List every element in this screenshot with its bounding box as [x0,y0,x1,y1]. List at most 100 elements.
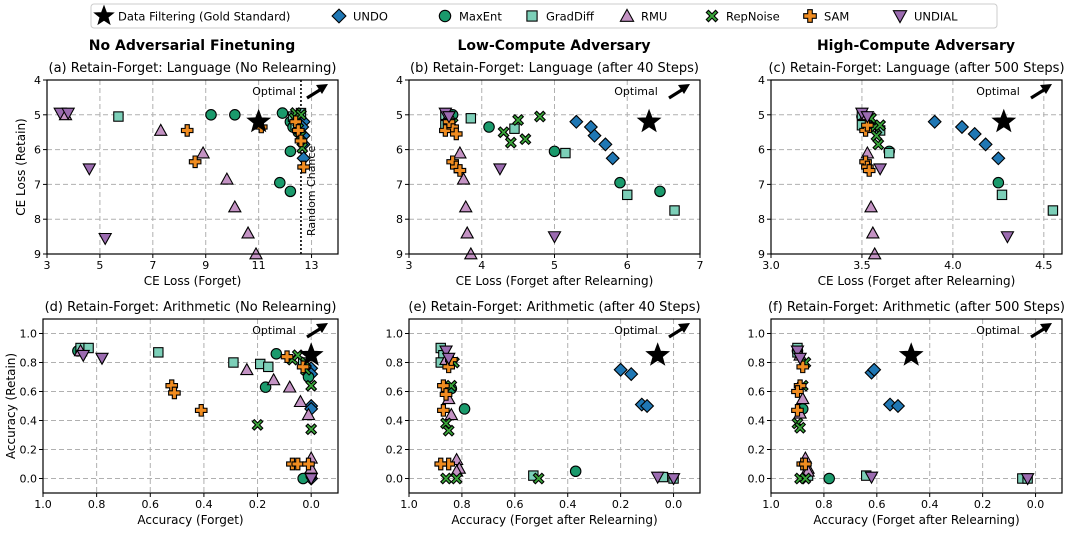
optimal-arrow-head [678,323,690,333]
point-undial [304,473,319,486]
point-data-filtering [246,108,272,133]
legend: Data Filtering (Gold Standard) UNDO MaxEnt… [90,3,998,29]
y-tick-label: 0.4 [748,415,766,428]
x-tick-label: 0.4 [559,498,577,511]
x-axis-label: CE Loss (Forget) [144,274,242,288]
x-axis-label: CE Loss (Forget after Relearning) [456,274,654,288]
x-tick-label: 11 [252,259,266,272]
point-sam [791,385,804,398]
point-sam [799,457,812,471]
column-header-1: No Adversarial Finetuning [89,38,295,54]
point-sam [294,134,308,148]
point-rmu [241,225,256,239]
point-undial [547,231,562,244]
y-tick-label: 0.2 [386,444,404,457]
x-tick-label: 0.8 [815,498,833,511]
point-rmu [452,145,467,159]
point-undo [954,119,970,135]
point-graddiff [883,147,895,159]
x-tick-label: 0.0 [665,498,683,511]
axes-frame [46,79,339,255]
point-undo [890,398,906,414]
x-axis-label: Accuracy (Forget after Relearning) [813,513,1019,527]
y-tick-label: 0.2 [20,444,38,457]
y-tick-label: 1.0 [748,328,766,341]
y-tick-label: 8 [758,213,765,226]
point-repnoise [251,418,264,431]
point-repnoise [305,379,318,392]
point-repnoise [799,472,812,485]
x-tick-label: 5 [96,259,103,272]
point-rmu [463,246,478,260]
point-sam [434,457,448,471]
y-tick-label: 0.0 [20,473,38,486]
point-rmu [460,225,475,239]
point-undo [991,151,1006,166]
x-tick-label: 3 [44,259,51,272]
y-tick-label: 0.0 [386,473,404,486]
point-undo [598,137,613,152]
point-sam [453,164,467,177]
point-undo [867,362,882,377]
panel-title: (b) Retain-Forget: Language (after 40 St… [410,61,699,76]
optimal-label: Optimal [252,85,296,98]
point-repnoise [442,424,455,437]
y-tick-label: 9 [396,248,403,261]
x-tick-label: 0.8 [88,498,106,511]
point-rmu [458,199,473,213]
y-tick-label: 5 [396,109,403,122]
y-tick-label: 0.8 [20,357,38,370]
x-tick-label: 4.5 [1035,259,1053,272]
y-tick-label: 6 [758,144,765,157]
plot-area [771,80,1062,254]
legend-marker-maxent [438,9,452,23]
point-undial [492,163,507,176]
column-header-3: High-Compute Adversary [817,38,1015,54]
point-maxent [276,107,289,119]
legend-marker-undo [331,8,347,24]
point-repnoise [497,126,510,139]
point-sam [449,127,463,141]
optimal-arrow-head [316,84,328,94]
optimal-arrow-head [678,84,690,94]
axes-frame [408,79,701,255]
point-repnoise [305,423,318,436]
x-tick-label: 3.5 [853,259,871,272]
point-rmu [196,145,211,159]
chart-panel-2: 3.0 3.5 4.0 4.5 4 5 6 7 8 9 Optimal (c) Retain-Forg… [758,61,1065,288]
legend-marker-graddiff [526,10,538,22]
y-tick-label: 1.0 [386,328,404,341]
point-rmu [795,391,810,405]
y-tick-label: 1.0 [20,328,38,341]
point-graddiff [560,147,571,159]
point-sam [796,360,810,374]
point-rmu [219,171,234,185]
x-axis-label: CE Loss (Forget after Relearning) [818,274,1016,288]
point-maxent [992,176,1005,189]
panel-title: (f) Retain-Forget: Arithmetic (after 500… [768,300,1065,315]
x-tick-label: 3 [406,259,413,272]
point-maxent [270,348,283,360]
legend-label-graddiff: GradDiff [546,10,595,24]
optimal-arrow-head [1040,323,1052,333]
point-data-filtering [645,342,671,366]
point-graddiff [622,189,633,201]
point-maxent [284,185,297,198]
point-undial [441,352,456,366]
point-sam [297,160,310,174]
point-repnoise [533,110,546,123]
point-rmu [227,199,242,213]
y-tick-label: 5 [34,109,41,122]
x-tick-label: 7 [697,259,704,272]
legend-marker-sam [803,9,817,23]
y-tick-label: 0.2 [748,444,766,457]
point-maxent [548,145,561,158]
y-tick-label: 4 [758,74,765,87]
point-data-filtering [991,108,1017,133]
point-undial [439,345,454,359]
plot-area [47,80,338,254]
point-undial [98,232,113,246]
point-undo [587,128,602,143]
